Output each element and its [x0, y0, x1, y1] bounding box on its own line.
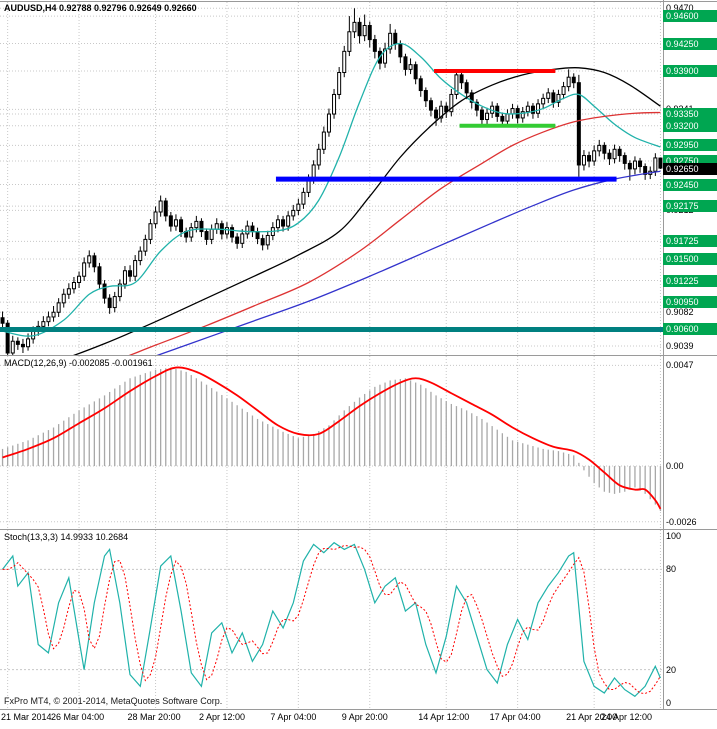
- ma-line-slowest-blue[interactable]: [3, 170, 661, 415]
- candles-series[interactable]: [0, 8, 663, 362]
- time-axis-label: 9 Apr 20:00: [341, 712, 388, 722]
- copyright-text: FxPro MT4, © 2001-2014, MetaQuotes Softw…: [4, 696, 223, 706]
- stoch-main-line: [2, 541, 661, 698]
- symbol-title: AUDUSD,H4 0.92788 0.92796 0.92649 0.9266…: [4, 3, 197, 13]
- macd-signal-line: [2, 366, 662, 510]
- stoch-panel[interactable]: [2, 541, 661, 698]
- macd-indicator-label: MACD(12,26,9) -0.002085 -0.001961: [4, 358, 153, 368]
- macd-panel[interactable]: [1, 366, 662, 512]
- macd-histogram: [1, 367, 662, 512]
- time-axis-label: 2 Apr 12:00: [198, 712, 245, 722]
- time-axis-label: 17 Apr 04:00: [489, 712, 541, 722]
- ma-line-fast-teal[interactable]: [2, 42, 661, 337]
- time-axis-label: 21 Mar 2014: [1, 712, 52, 722]
- time-axis-label: 28 Mar 20:00: [127, 712, 181, 722]
- stoch-indicator-label: Stoch(13,3,3) 14.9933 10.2684: [4, 532, 129, 542]
- panel-frames: [0, 0, 717, 710]
- main-price-panel[interactable]: [0, 8, 663, 415]
- time-axis-label: 26 Mar 04:00: [51, 712, 105, 722]
- stoch-signal-line: [2, 544, 661, 695]
- ma-line-medium-black[interactable]: [3, 67, 661, 377]
- time-axis[interactable]: 21 Mar 2014 26 Mar 04:00 28 Mar 20:00 2 Apr…: [0, 709, 717, 729]
- time-axis-label: 7 Apr 04:00: [270, 712, 317, 722]
- time-axis-label: 21 Apr 20:00: [566, 712, 618, 722]
- time-axis-label: 24 Apr 12:00: [601, 712, 653, 722]
- time-axis-label: 14 Apr 12:00: [418, 712, 470, 722]
- ma-line-slow-red[interactable]: [3, 111, 661, 396]
